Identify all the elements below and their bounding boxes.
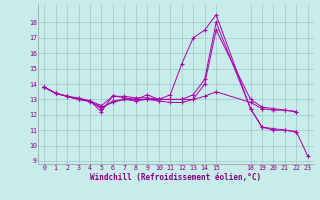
X-axis label: Windchill (Refroidissement éolien,°C): Windchill (Refroidissement éolien,°C) [91,173,261,182]
